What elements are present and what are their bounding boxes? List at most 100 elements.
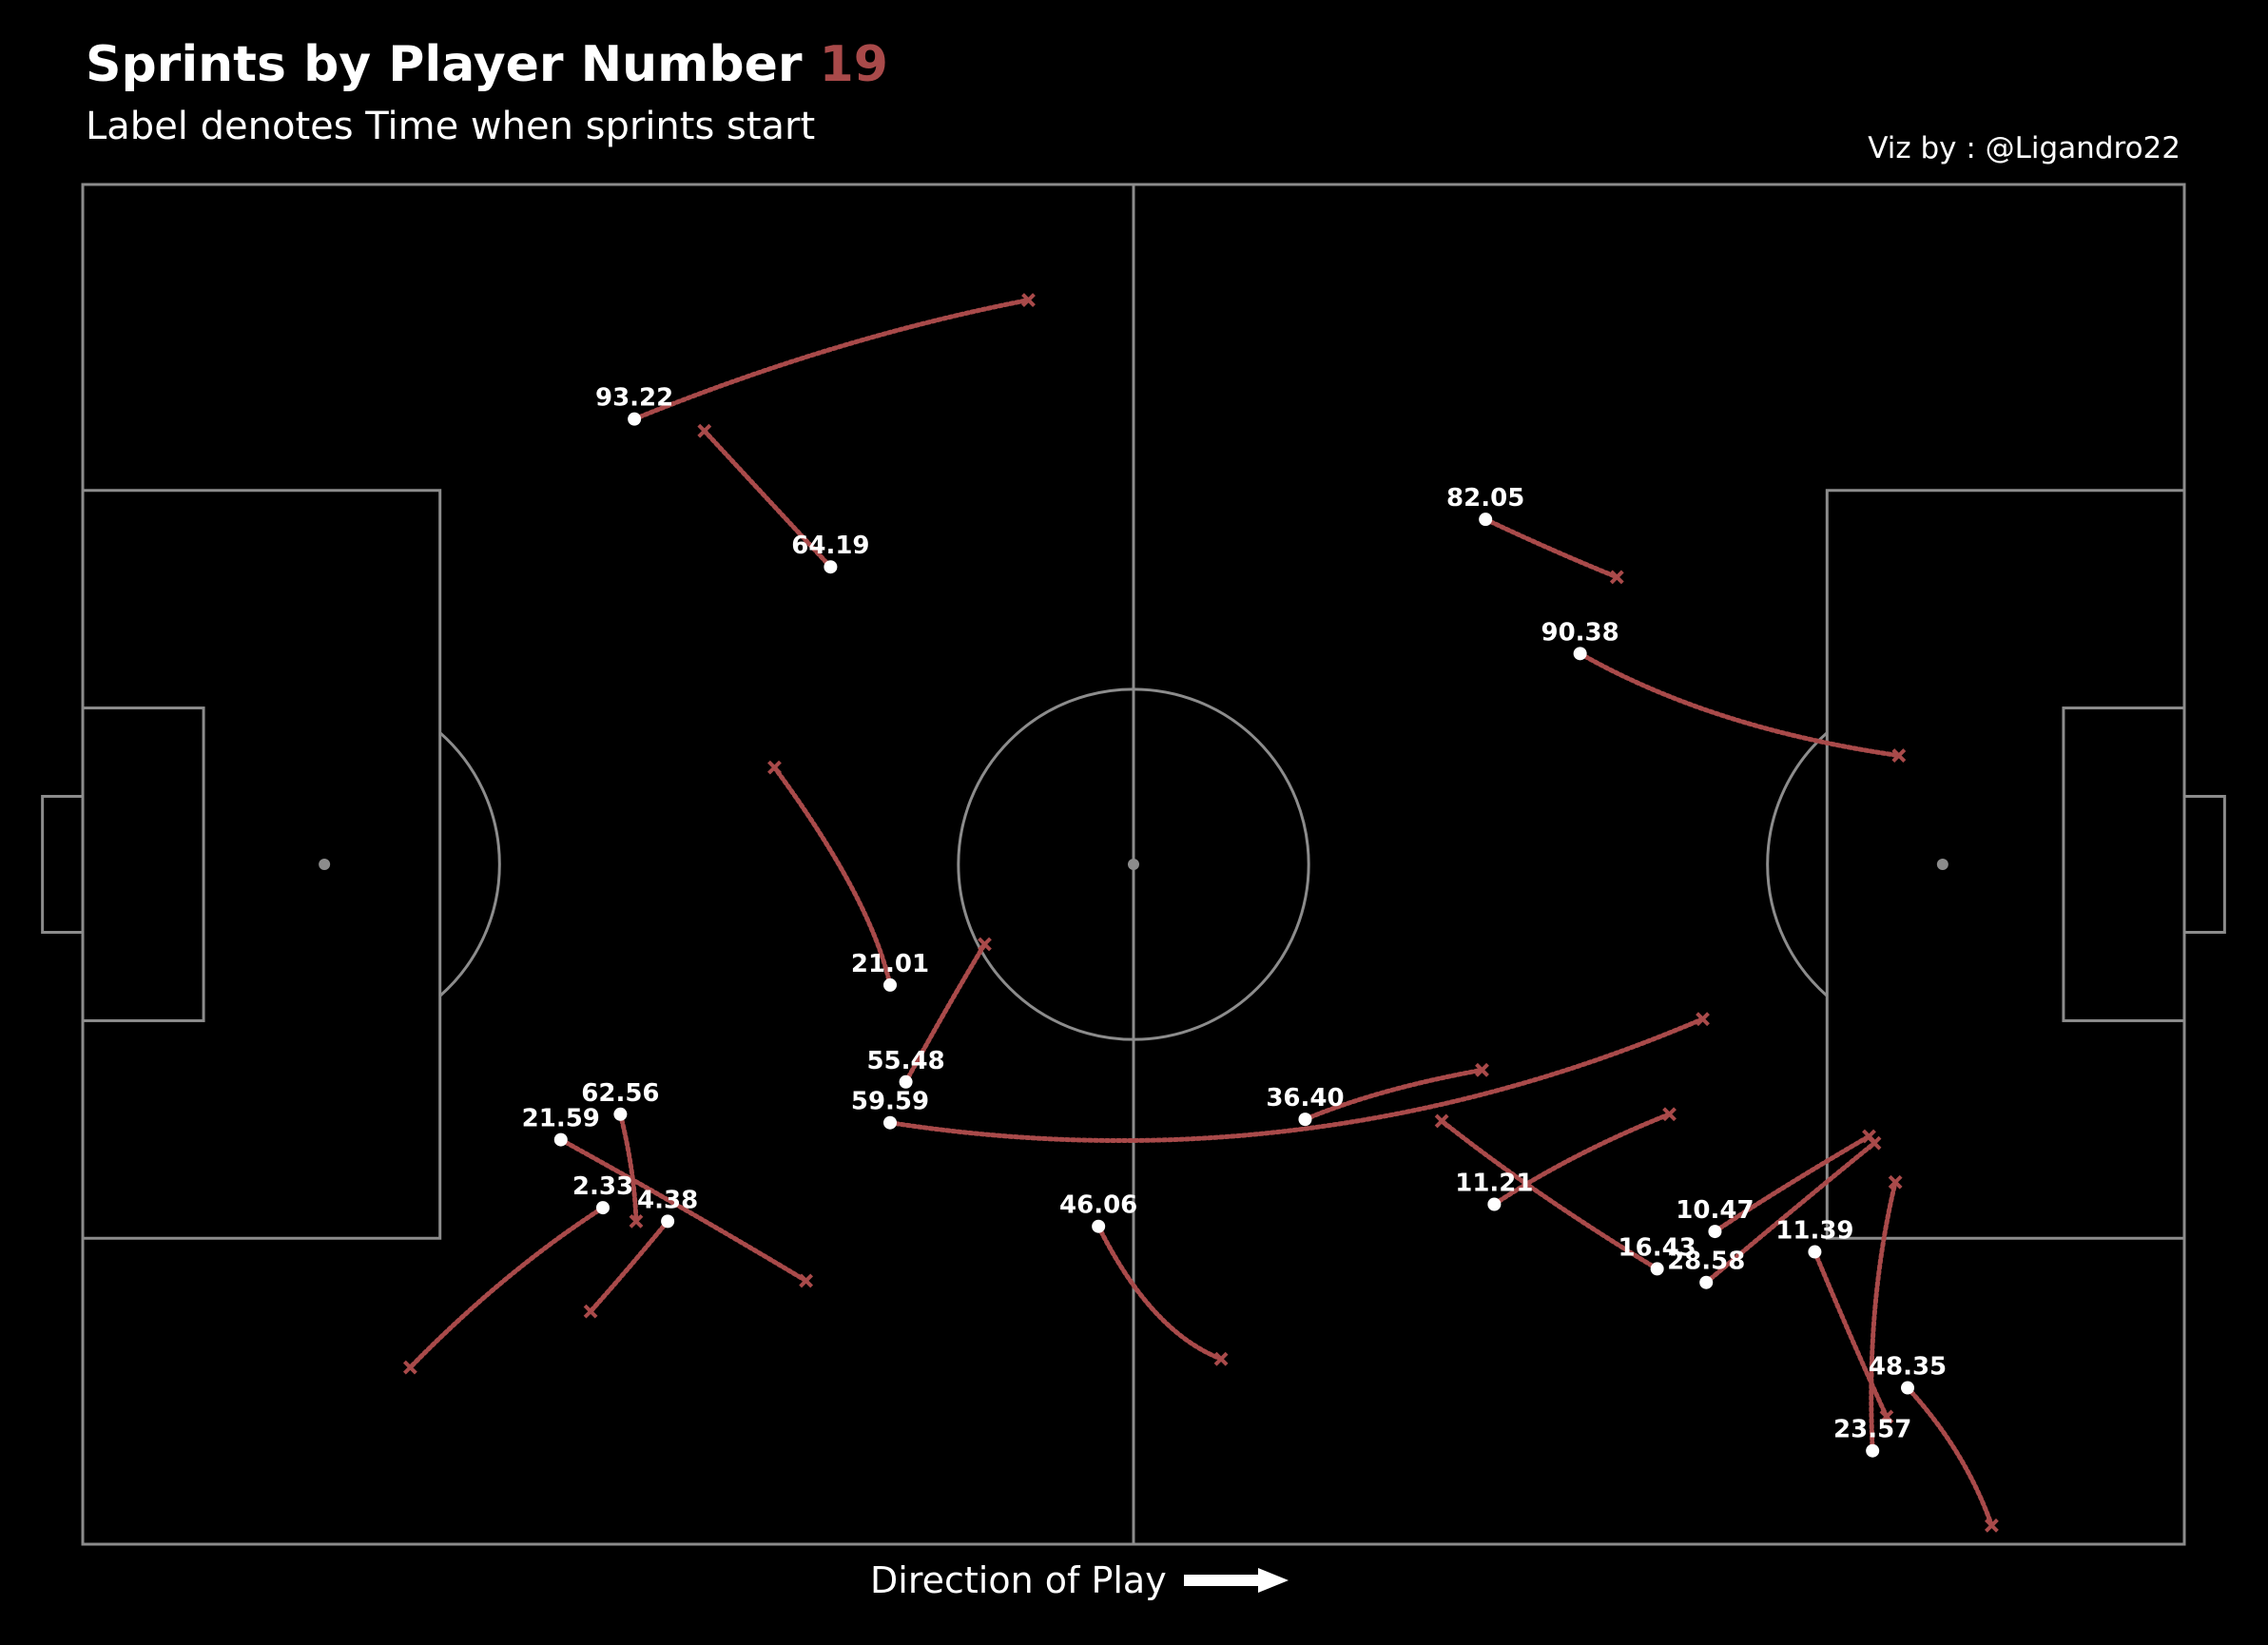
sprint-6 bbox=[883, 1012, 1710, 1144]
sprint-start-marker bbox=[613, 1107, 628, 1121]
left-penalty-box bbox=[81, 489, 442, 1240]
sprint-path bbox=[1491, 1112, 1673, 1207]
sprint-end-marker bbox=[697, 423, 712, 438]
sprint-start-marker bbox=[1298, 1113, 1312, 1127]
sprint-start-marker bbox=[1866, 1443, 1880, 1458]
sprint-label: 36.40 bbox=[1266, 1084, 1344, 1113]
sprint-path bbox=[1905, 1385, 1994, 1528]
sprint-14 bbox=[1434, 1113, 1664, 1276]
sprint-3 bbox=[1573, 647, 1907, 764]
sprint-18 bbox=[1901, 1381, 1999, 1533]
sprint-start-marker bbox=[899, 1074, 913, 1089]
sprint-path bbox=[903, 941, 987, 1085]
sprint-path bbox=[588, 1218, 670, 1314]
left-goal bbox=[41, 795, 85, 934]
sprint-path bbox=[1439, 1118, 1660, 1271]
sprint-8 bbox=[613, 1107, 644, 1229]
sprint-0 bbox=[628, 293, 1036, 426]
sprint-17 bbox=[1808, 1245, 1894, 1424]
sprint-end-marker bbox=[583, 1304, 598, 1319]
centre-spot bbox=[1128, 859, 1139, 870]
sprint-start-marker bbox=[1650, 1262, 1664, 1276]
sprint-end-marker bbox=[1434, 1113, 1449, 1129]
sprint-path bbox=[1483, 516, 1619, 580]
sprint-start-marker bbox=[553, 1132, 568, 1147]
sprint-label: 28.58 bbox=[1667, 1248, 1745, 1276]
sprint-16 bbox=[1708, 1129, 1876, 1239]
centre-circle bbox=[957, 687, 1310, 1041]
sprint-start-marker bbox=[1901, 1381, 1915, 1395]
right-penalty-box bbox=[1825, 489, 2186, 1240]
sprint-end-marker bbox=[799, 1273, 814, 1288]
sprint-label: 4.38 bbox=[637, 1186, 698, 1214]
sprint-7 bbox=[1298, 1062, 1489, 1127]
sprint-11 bbox=[583, 1214, 675, 1319]
sprint-end-marker bbox=[1475, 1062, 1489, 1077]
sprint-label: 11.39 bbox=[1775, 1217, 1853, 1246]
sprint-start-marker bbox=[1708, 1225, 1722, 1239]
sprint-path bbox=[617, 1112, 639, 1224]
right-arrow-icon bbox=[1183, 1568, 1289, 1593]
sprint-start-marker bbox=[883, 977, 898, 992]
sprint-12 bbox=[1092, 1219, 1229, 1366]
sprint-label: 23.57 bbox=[1833, 1416, 1911, 1444]
sprint-10 bbox=[402, 1201, 610, 1375]
player-number: 19 bbox=[819, 36, 888, 93]
sprint-label: 21.59 bbox=[522, 1105, 600, 1133]
chart-subtitle: Label denotes Time when sprints start bbox=[86, 105, 816, 148]
direction-of-play: Direction of Play bbox=[870, 1559, 1289, 1601]
sprint-label: 90.38 bbox=[1541, 618, 1619, 647]
sprint-path bbox=[1095, 1224, 1224, 1362]
sprint-label: 93.22 bbox=[595, 384, 673, 413]
right-goal bbox=[2182, 795, 2226, 934]
sprint-path bbox=[407, 1205, 606, 1370]
sprint-path bbox=[1302, 1067, 1484, 1122]
sprint-end-marker bbox=[1888, 1174, 1903, 1190]
sprint-2 bbox=[1479, 513, 1624, 585]
right-six-yard-box bbox=[2062, 706, 2186, 1022]
sprint-label: 46.06 bbox=[1059, 1191, 1137, 1220]
sprint-end-marker bbox=[1662, 1107, 1677, 1122]
sprint-end-marker bbox=[1985, 1518, 1999, 1533]
left-penalty-spot bbox=[319, 859, 331, 870]
sprint-label: 55.48 bbox=[866, 1047, 944, 1075]
sprint-label: 21.01 bbox=[851, 950, 929, 978]
sprint-path bbox=[1703, 1140, 1877, 1286]
sprint-label: 16.43 bbox=[1619, 1233, 1696, 1262]
sprint-path bbox=[1869, 1179, 1898, 1454]
right-penalty-arc bbox=[1766, 731, 1829, 997]
sprint-19 bbox=[1866, 1174, 1903, 1458]
sprint-path bbox=[631, 298, 1031, 422]
title-text: Sprints by Player Number bbox=[86, 36, 803, 93]
sprint-end-marker bbox=[1609, 570, 1624, 585]
sprint-label: 64.19 bbox=[791, 532, 869, 560]
right-penalty-spot bbox=[1936, 859, 1948, 870]
sprint-path bbox=[1712, 1133, 1871, 1234]
sprint-1 bbox=[697, 423, 838, 574]
sprint-label: 59.59 bbox=[851, 1088, 929, 1116]
sprint-start-marker bbox=[1487, 1197, 1502, 1211]
sprint-start-marker bbox=[1092, 1219, 1106, 1233]
sprint-start-marker bbox=[1808, 1245, 1822, 1259]
credit-text: Viz by : @Ligandro22 bbox=[1868, 131, 2181, 165]
sprint-start-marker bbox=[1699, 1275, 1714, 1289]
sprint-path bbox=[1578, 650, 1902, 759]
chart-title: Sprints by Player Number 19 bbox=[86, 36, 888, 93]
sprint-start-marker bbox=[595, 1201, 610, 1215]
sprint-end-marker bbox=[978, 937, 992, 952]
sprint-end-marker bbox=[1021, 293, 1036, 307]
sprint-label: 2.33 bbox=[572, 1172, 633, 1201]
sprint-start-marker bbox=[628, 412, 642, 426]
sprint-label: 62.56 bbox=[581, 1079, 659, 1108]
sprint-paths bbox=[402, 293, 1999, 1533]
sprint-label: 48.35 bbox=[1869, 1353, 1947, 1382]
sprint-end-marker bbox=[1891, 748, 1907, 764]
direction-label: Direction of Play bbox=[870, 1559, 1167, 1601]
sprint-label: 10.47 bbox=[1676, 1196, 1754, 1225]
sprint-label: 11.21 bbox=[1455, 1170, 1533, 1198]
sprint-end-marker bbox=[1862, 1129, 1876, 1144]
sprint-4 bbox=[767, 760, 898, 992]
sprint-start-marker bbox=[1479, 513, 1493, 527]
sprint-start-marker bbox=[883, 1115, 898, 1130]
sprint-end-marker bbox=[629, 1213, 644, 1229]
